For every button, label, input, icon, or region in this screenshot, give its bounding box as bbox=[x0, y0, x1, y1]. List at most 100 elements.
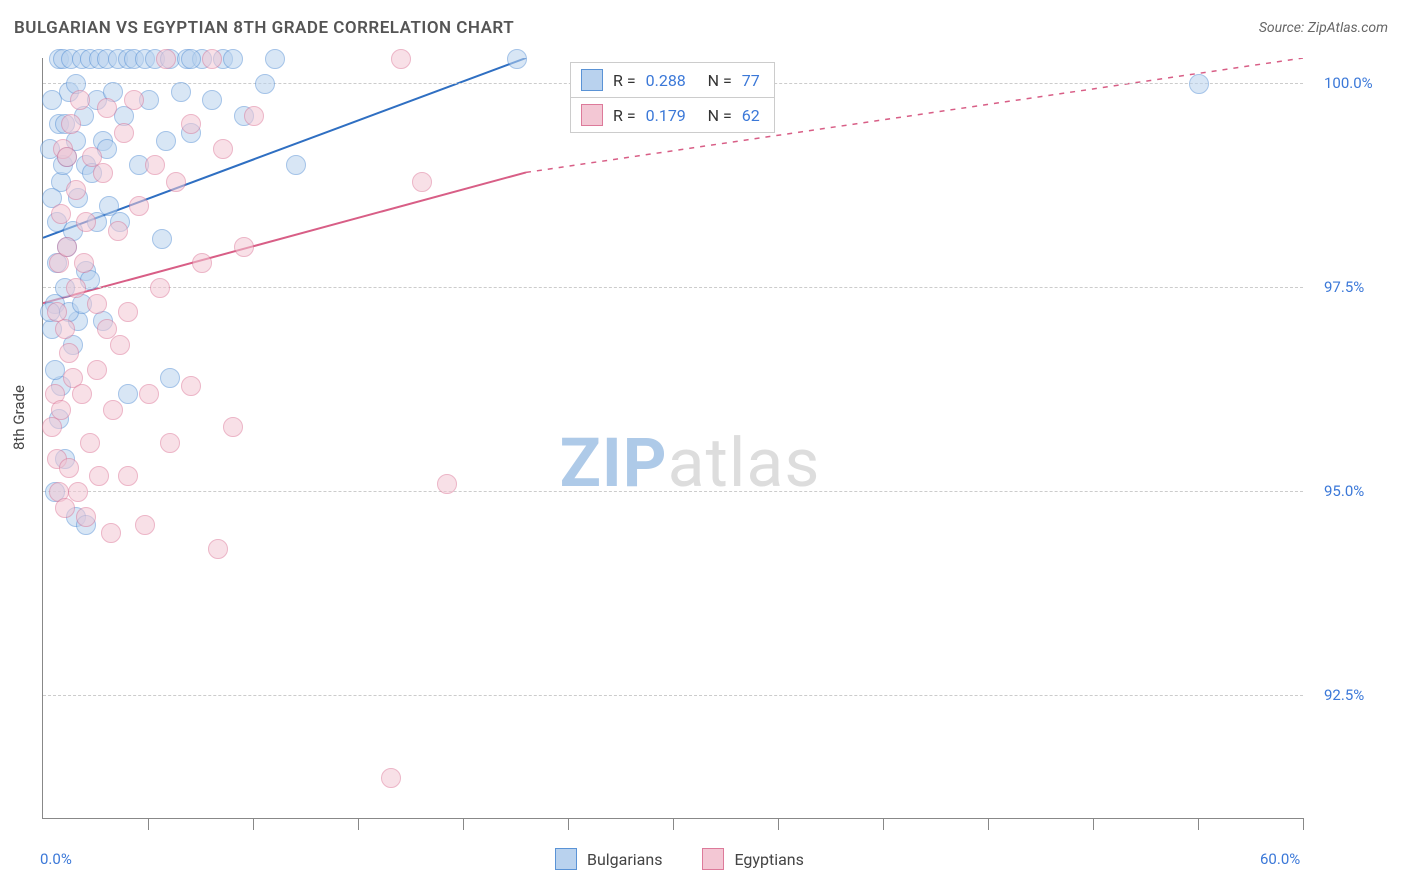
data-point bbox=[150, 278, 170, 298]
y-tick-label: 95.0% bbox=[1324, 482, 1364, 500]
x-tick bbox=[778, 818, 779, 830]
legend-r-label: R = bbox=[613, 106, 636, 125]
y-tick-label: 100.0% bbox=[1324, 74, 1373, 92]
source-label: Source: ZipAtlas.com bbox=[1259, 20, 1388, 36]
data-point bbox=[108, 221, 128, 241]
data-point bbox=[101, 523, 121, 543]
x-tick bbox=[988, 818, 989, 830]
x-tick bbox=[358, 818, 359, 830]
data-point bbox=[145, 155, 165, 175]
data-point bbox=[234, 237, 254, 257]
chart-title: BULGARIAN VS EGYPTIAN 8TH GRADE CORRELAT… bbox=[14, 18, 514, 38]
data-point bbox=[135, 515, 155, 535]
y-tick-label: 92.5% bbox=[1324, 686, 1364, 704]
data-point bbox=[93, 163, 113, 183]
data-point bbox=[97, 98, 117, 118]
plot-area: ZIPatlas bbox=[42, 58, 1303, 819]
data-point bbox=[381, 768, 401, 788]
data-point bbox=[265, 49, 285, 69]
data-point bbox=[118, 384, 138, 404]
data-point bbox=[103, 400, 123, 420]
x-tick bbox=[883, 818, 884, 830]
x-tick-label: 60.0% bbox=[1260, 850, 1300, 868]
data-point bbox=[192, 253, 212, 273]
data-point bbox=[57, 147, 77, 167]
data-point bbox=[208, 539, 228, 559]
data-point bbox=[391, 49, 411, 69]
data-point bbox=[139, 384, 159, 404]
legend-n-label: N = bbox=[708, 71, 732, 90]
data-point bbox=[166, 172, 186, 192]
series-legend-item: Egyptians bbox=[702, 848, 803, 870]
legend-swatch bbox=[702, 848, 724, 870]
data-point bbox=[80, 433, 100, 453]
data-point bbox=[66, 278, 86, 298]
data-point bbox=[129, 196, 149, 216]
data-point bbox=[412, 172, 432, 192]
data-point bbox=[160, 368, 180, 388]
data-point bbox=[45, 360, 65, 380]
data-point bbox=[66, 180, 86, 200]
data-point bbox=[223, 417, 243, 437]
correlation-legend: R = 0.288 N = 77 R = 0.179 N = 62 bbox=[570, 62, 775, 133]
data-point bbox=[437, 474, 457, 494]
data-point bbox=[1189, 74, 1209, 94]
legend-n-value: 77 bbox=[742, 71, 760, 90]
legend-n-label: N = bbox=[708, 106, 732, 125]
data-point bbox=[171, 82, 191, 102]
x-tick bbox=[1093, 818, 1094, 830]
legend-swatch bbox=[581, 104, 603, 126]
trend-lines bbox=[43, 58, 1303, 818]
series-legend-label: Egyptians bbox=[734, 850, 803, 869]
x-tick bbox=[1198, 818, 1199, 830]
legend-r-label: R = bbox=[613, 71, 636, 90]
legend-swatch bbox=[581, 69, 603, 91]
data-point bbox=[118, 466, 138, 486]
y-tick-label: 97.5% bbox=[1324, 278, 1364, 296]
data-point bbox=[507, 49, 527, 69]
legend-n-value: 62 bbox=[742, 106, 760, 125]
y-axis-label: 8th Grade bbox=[10, 385, 28, 450]
data-point bbox=[286, 155, 306, 175]
legend-r-value: 0.179 bbox=[646, 106, 698, 125]
x-tick bbox=[463, 818, 464, 830]
data-point bbox=[89, 466, 109, 486]
data-point bbox=[68, 482, 88, 502]
data-point bbox=[156, 131, 176, 151]
data-point bbox=[70, 90, 90, 110]
data-point bbox=[87, 294, 107, 314]
x-tick-label: 0.0% bbox=[40, 850, 72, 868]
data-point bbox=[114, 123, 134, 143]
x-tick bbox=[673, 818, 674, 830]
data-point bbox=[59, 458, 79, 478]
x-tick bbox=[568, 818, 569, 830]
legend-row: R = 0.288 N = 77 bbox=[571, 63, 774, 97]
data-point bbox=[156, 49, 176, 69]
gridline bbox=[43, 695, 1303, 696]
series-legend-label: Bulgarians bbox=[587, 850, 662, 869]
gridline bbox=[43, 491, 1303, 492]
data-point bbox=[118, 302, 138, 322]
data-point bbox=[181, 376, 201, 396]
legend-swatch bbox=[555, 848, 577, 870]
data-point bbox=[181, 49, 201, 69]
data-point bbox=[87, 360, 107, 380]
data-point bbox=[110, 335, 130, 355]
data-point bbox=[72, 384, 92, 404]
data-point bbox=[59, 343, 79, 363]
data-point bbox=[152, 229, 172, 249]
data-point bbox=[202, 90, 222, 110]
x-tick bbox=[148, 818, 149, 830]
data-point bbox=[223, 49, 243, 69]
data-point bbox=[202, 49, 222, 69]
data-point bbox=[213, 139, 233, 159]
x-tick bbox=[1303, 818, 1304, 830]
data-point bbox=[57, 237, 77, 257]
data-point bbox=[160, 433, 180, 453]
data-point bbox=[76, 507, 96, 527]
data-point bbox=[42, 90, 62, 110]
data-point bbox=[255, 74, 275, 94]
legend-r-value: 0.288 bbox=[646, 71, 698, 90]
data-point bbox=[51, 204, 71, 224]
gridline bbox=[43, 287, 1303, 288]
